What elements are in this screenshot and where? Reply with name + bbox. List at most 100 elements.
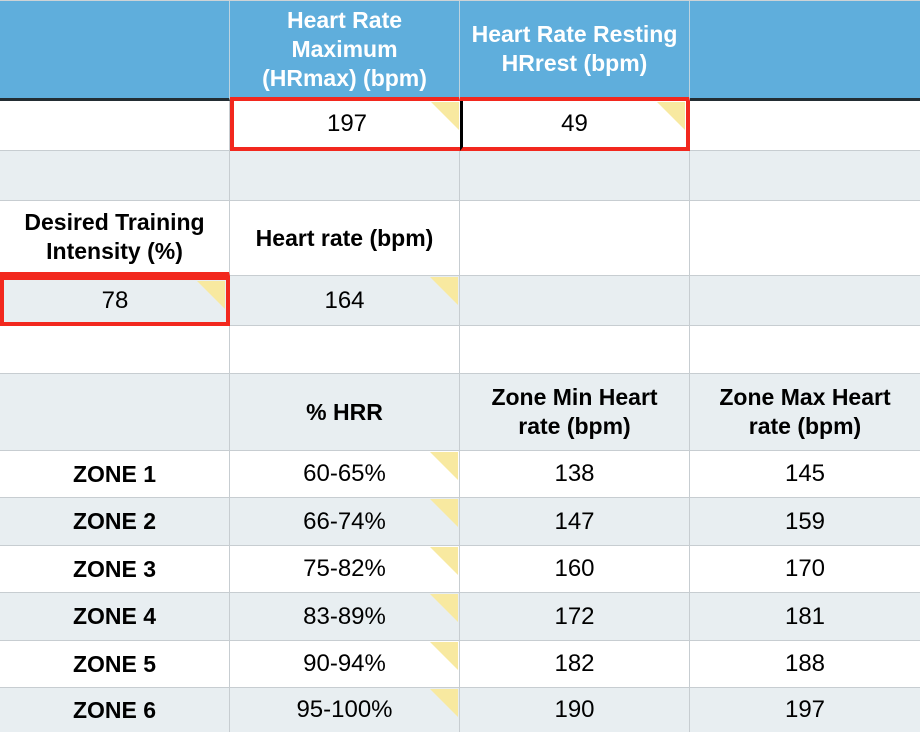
intensity-value: 78 xyxy=(101,287,129,314)
zone6-hrr: 95-100% xyxy=(296,696,393,723)
hrrest-header-line2: HRrest (bpm) xyxy=(501,50,648,76)
cell-zone2-hrr[interactable]: 66-74% xyxy=(230,498,460,546)
cell-empty-b6[interactable] xyxy=(230,326,460,374)
zone-row-3: ZONE 3 75-82% 160 170 xyxy=(0,546,920,593)
zone4-hrr: 83-89% xyxy=(303,602,386,630)
cell-zone1-max[interactable]: 145 xyxy=(690,451,920,498)
cell-hrr-header[interactable]: % HRR xyxy=(230,374,460,451)
cell-zone3-min[interactable]: 160 xyxy=(460,546,690,593)
zone6-label: ZONE 6 xyxy=(72,696,157,723)
cell-empty-c5[interactable] xyxy=(460,276,690,326)
zone4-min: 172 xyxy=(554,602,595,630)
cell-zone4-min[interactable]: 172 xyxy=(460,593,690,641)
zone-row-5: ZONE 5 90-94% 182 188 xyxy=(0,641,920,688)
cell-empty-c4[interactable] xyxy=(460,201,690,276)
cell-zone-max-header[interactable]: Zone Max Heart rate (bpm) xyxy=(690,374,920,451)
zone1-max: 145 xyxy=(784,460,826,487)
cell-zone-min-header[interactable]: Zone Min Heart rate (bpm) xyxy=(460,374,690,451)
cell-heart-rate-value[interactable]: 164 xyxy=(230,276,460,326)
zone-min-header-line2: rate (bpm) xyxy=(518,413,631,439)
cell-zone6-label[interactable]: ZONE 6 xyxy=(0,688,230,732)
cell-zone3-label[interactable]: ZONE 3 xyxy=(0,546,230,593)
zone3-max: 170 xyxy=(784,555,826,582)
cell-empty-a7[interactable] xyxy=(0,374,230,451)
heart-rate-value: 164 xyxy=(324,286,365,314)
comment-marker-icon xyxy=(431,102,459,130)
zone4-label: ZONE 4 xyxy=(72,603,157,629)
cell-zone6-hrr[interactable]: 95-100% xyxy=(230,688,460,732)
zone-max-header-line2: rate (bpm) xyxy=(748,413,862,439)
cell-intensity-label[interactable]: Desired Training Intensity (%) xyxy=(0,201,230,276)
cell-zone6-max[interactable]: 197 xyxy=(690,688,920,732)
zone5-label: ZONE 5 xyxy=(72,650,157,677)
cell-empty-d4[interactable] xyxy=(690,201,920,276)
cell-empty-a2[interactable] xyxy=(0,101,230,151)
comment-marker-icon xyxy=(430,689,458,717)
cell-zone3-hrr[interactable]: 75-82% xyxy=(230,546,460,593)
cell-zone4-label[interactable]: ZONE 4 xyxy=(0,593,230,641)
hrmax-header-line3: (HRmax) (bpm) xyxy=(262,64,427,91)
cell-zone5-label[interactable]: ZONE 5 xyxy=(0,641,230,688)
cell-zone4-max[interactable]: 181 xyxy=(690,593,920,641)
zone6-max: 197 xyxy=(784,696,826,723)
cell-empty-d2[interactable] xyxy=(690,101,920,151)
labels-row: Desired Training Intensity (%) Heart rat… xyxy=(0,201,920,276)
cell-zone6-min[interactable]: 190 xyxy=(460,688,690,732)
cell-zone1-hrr[interactable]: 60-65% xyxy=(230,451,460,498)
hrrest-header-line1: Heart Rate Resting xyxy=(471,21,678,47)
cell-zone2-label[interactable]: ZONE 2 xyxy=(0,498,230,546)
cell-hrmax-value[interactable]: 197 xyxy=(230,101,460,151)
zone3-label: ZONE 3 xyxy=(72,555,157,582)
cell-zone1-min[interactable]: 138 xyxy=(460,451,690,498)
cell-empty-b3[interactable] xyxy=(230,151,460,201)
cell-heart-rate-label[interactable]: Heart rate (bpm) xyxy=(230,201,460,276)
cell-zone4-hrr[interactable]: 83-89% xyxy=(230,593,460,641)
header-cell-empty-d1[interactable] xyxy=(690,1,920,101)
empty-row-6 xyxy=(0,326,920,374)
hrmax-header-line1: Heart Rate xyxy=(286,6,403,33)
hrmax-header-line2: Maximum xyxy=(291,35,398,62)
cell-empty-d3[interactable] xyxy=(690,151,920,201)
comment-marker-icon xyxy=(430,499,458,527)
comment-marker-icon xyxy=(430,277,458,305)
cell-empty-c6[interactable] xyxy=(460,326,690,374)
zone-row-2: ZONE 2 66-74% 147 159 xyxy=(0,498,920,546)
zone-max-header-line1: Zone Max Heart xyxy=(719,384,891,410)
cell-zone5-min[interactable]: 182 xyxy=(460,641,690,688)
zone6-min: 190 xyxy=(554,696,595,723)
cell-zone5-max[interactable]: 188 xyxy=(690,641,920,688)
zone1-label: ZONE 1 xyxy=(72,460,157,487)
header-row: Heart Rate Maximum (HRmax) (bpm) Heart R… xyxy=(0,1,920,101)
header-cell-empty-a1[interactable] xyxy=(0,1,230,101)
zone1-hrr: 60-65% xyxy=(303,460,386,487)
cell-intensity-value[interactable]: 78 xyxy=(0,276,230,326)
cell-zone1-label[interactable]: ZONE 1 xyxy=(0,451,230,498)
zone2-min: 147 xyxy=(554,507,595,535)
zone5-hrr: 90-94% xyxy=(303,650,386,677)
cell-empty-c3[interactable] xyxy=(460,151,690,201)
zone5-min: 182 xyxy=(554,650,595,677)
cell-empty-d6[interactable] xyxy=(690,326,920,374)
cell-empty-a6[interactable] xyxy=(0,326,230,374)
cell-empty-a3[interactable] xyxy=(0,151,230,201)
empty-row-3 xyxy=(0,151,920,201)
hrr-header-label: % HRR xyxy=(306,398,383,425)
header-cell-hrmax[interactable]: Heart Rate Maximum (HRmax) (bpm) xyxy=(230,1,460,101)
intensity-label-line2: Intensity (%) xyxy=(46,237,183,264)
heart-rate-label: Heart rate (bpm) xyxy=(255,224,434,251)
zone-row-4: ZONE 4 83-89% 172 181 xyxy=(0,593,920,641)
cell-zone3-max[interactable]: 170 xyxy=(690,546,920,593)
cell-zone2-min[interactable]: 147 xyxy=(460,498,690,546)
comment-marker-icon xyxy=(430,642,458,670)
zone2-label: ZONE 2 xyxy=(72,508,157,534)
cell-hrrest-value[interactable]: 49 xyxy=(460,101,690,151)
hrrest-value: 49 xyxy=(561,110,588,137)
zone5-max: 188 xyxy=(784,650,826,677)
hrmax-value: 197 xyxy=(326,110,368,137)
comment-marker-icon xyxy=(430,594,458,622)
intensity-label-line1: Desired Training xyxy=(24,208,205,235)
cell-zone5-hrr[interactable]: 90-94% xyxy=(230,641,460,688)
header-cell-hrrest[interactable]: Heart Rate Resting HRrest (bpm) xyxy=(460,1,690,101)
cell-empty-d5[interactable] xyxy=(690,276,920,326)
cell-zone2-max[interactable]: 159 xyxy=(690,498,920,546)
